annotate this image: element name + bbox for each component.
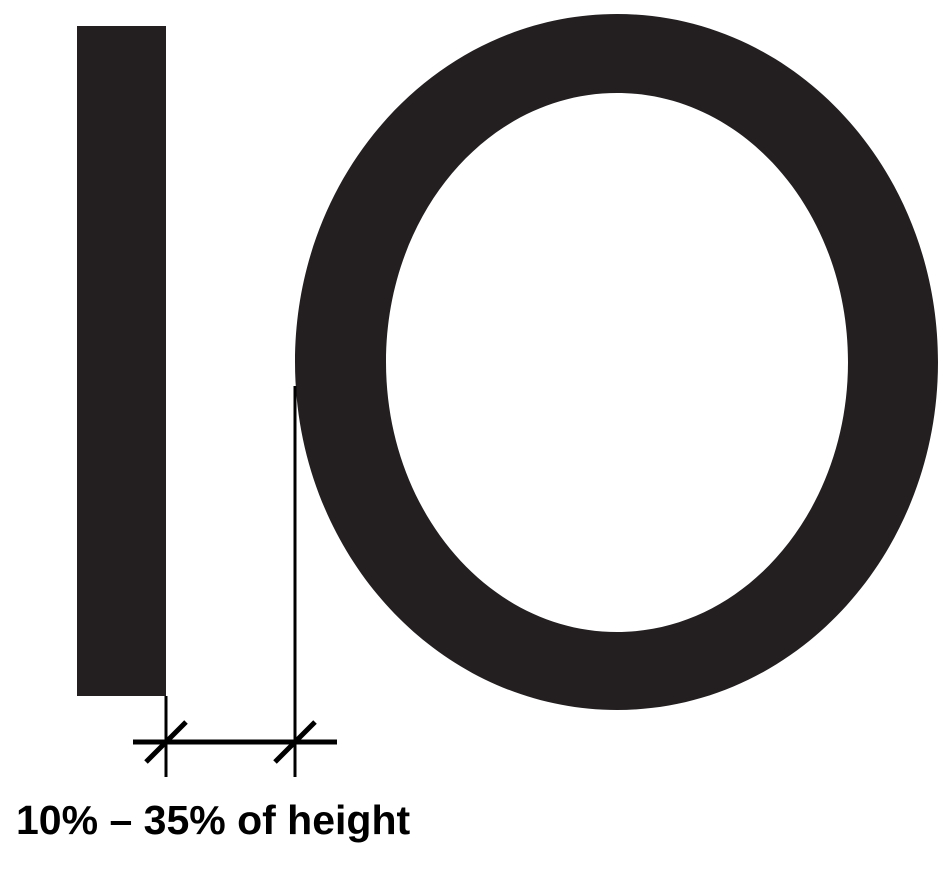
spacing-caption: 10% – 35% of height [16, 797, 411, 843]
dimension-tick-right [273, 720, 317, 764]
letter-o-ring [295, 14, 938, 710]
dimension-tick-left [144, 720, 188, 764]
letter-i-stem [77, 26, 166, 696]
